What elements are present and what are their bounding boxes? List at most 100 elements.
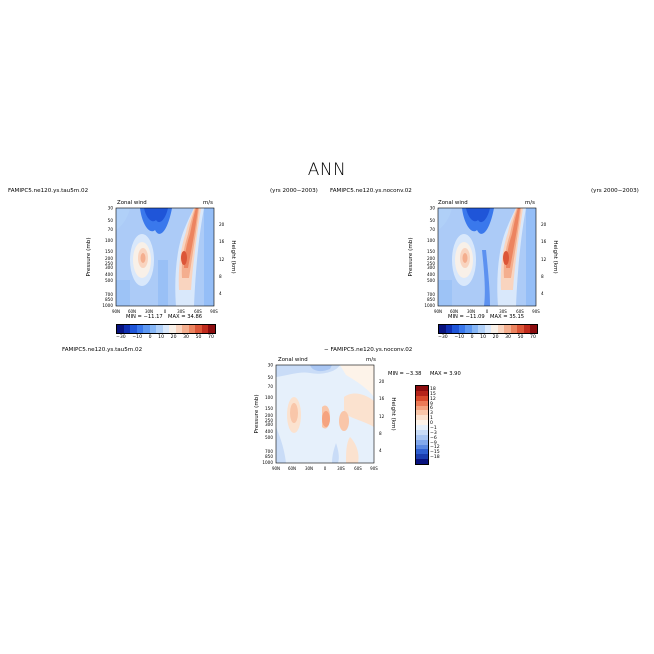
colorbar-label: 70 [530, 335, 536, 340]
x-ticks-left: 90N 60N 30N 0 30S 60S 90S [112, 309, 218, 314]
colorbar-swatch [182, 325, 189, 333]
page-title: ANN [307, 160, 347, 180]
y-tick: 700 [265, 449, 273, 454]
colorbar-swatch [458, 325, 466, 333]
panel-left-svg: 30 50 70 100 150 200 250 300 400 500 700… [86, 206, 236, 315]
colorbar-label: −1 [430, 425, 437, 431]
max-label-left: MAX = 34.86 [168, 314, 203, 320]
colorbar-swatch [523, 325, 531, 333]
colorbar-swatch [169, 325, 176, 333]
x-tick: 60N [288, 466, 296, 471]
colorbar-label: −12 [430, 445, 440, 451]
colorbar-label: −10 [454, 335, 465, 340]
colorbar-swatch [149, 325, 157, 333]
colorbar-label: 12 [430, 396, 436, 402]
colorbar-right [438, 324, 538, 334]
colorbar-diff [415, 385, 429, 465]
x-tick: 60S [194, 309, 202, 314]
colorbar-swatch [504, 325, 511, 333]
colorbar-swatch [130, 325, 137, 333]
colorbar-swatch [416, 395, 428, 401]
y-tick: 50 [430, 218, 436, 223]
case-label-diff-left: FAMIPC5.ne120.ys.tau5m.02 [62, 347, 143, 353]
colorbar-label: 30 [505, 335, 511, 340]
colorbar-left [116, 324, 216, 334]
variable-label-left: Zonal wind [117, 200, 147, 206]
x-tick: 0 [486, 309, 489, 314]
x-tick: 30N [467, 309, 475, 314]
y-axis-title-right-left: Height (km) [230, 240, 236, 273]
y-tick: 400 [105, 272, 113, 277]
y-axis-title-left: Pressure (mb) [86, 237, 92, 276]
x-tick: 90S [210, 309, 218, 314]
colorbar-swatch [416, 400, 428, 406]
colorbar-label: 30 [183, 335, 189, 340]
x-tick: 60S [354, 466, 362, 471]
colorbar-label: 20 [170, 335, 177, 340]
colorbar-swatch [195, 325, 202, 333]
years-label-left: (yrs 2000−2003) [270, 188, 318, 194]
y-ticks-right-panel: 30 50 70 100 150 200 250 300 400 500 700… [424, 206, 435, 309]
y-tick: 400 [427, 272, 435, 277]
y-tick: 400 [265, 429, 273, 434]
colorbar-swatch [416, 405, 428, 411]
y-tick: 850 [427, 297, 435, 302]
y-tick-right: 20 [541, 222, 547, 227]
colorbar-swatch [416, 420, 428, 425]
y-tick: 1000 [102, 303, 113, 308]
x-tick: 60N [450, 309, 458, 314]
units-label-diff: m/s [366, 357, 376, 363]
y-tick: 70 [108, 227, 114, 232]
colorbar-label: −15 [430, 450, 440, 456]
colorbar-label: −30 [116, 335, 126, 340]
colorbar-swatch [416, 410, 428, 416]
colorbar-swatch [491, 325, 498, 333]
colorbar-swatch [471, 325, 479, 333]
colorbar-swatch [416, 454, 428, 460]
colorbar-swatch [416, 390, 428, 396]
colorbar-label: 10 [158, 335, 165, 340]
case-label-left: FAMIPC5.ne120.ys.tau5m.02 [8, 188, 89, 194]
y-tick-right: 8 [219, 274, 222, 279]
y-tick: 300 [427, 265, 435, 270]
colorbar-label: 50 [195, 335, 202, 340]
y-ticks-right-left: 20 16 12 8 4 [219, 222, 225, 296]
colorbar-label: 0 [148, 335, 152, 340]
colorbar-swatch [136, 325, 144, 333]
x-ticks-right: 90N 60N 30N 0 30S 60S 90S [434, 309, 540, 314]
y-tick: 100 [427, 238, 435, 243]
y-tick-right: 12 [219, 257, 225, 262]
colorbar-label: 10 [480, 335, 487, 340]
y-tick: 1000 [262, 460, 273, 465]
y-tick: 100 [265, 395, 273, 400]
colorbar-label: −9 [430, 440, 437, 446]
colorbar-label: 0 [470, 335, 474, 340]
y-ticks-left: 30 50 70 100 150 200 250 300 400 500 700… [102, 206, 113, 309]
x-tick: 30N [145, 309, 153, 314]
units-label-left: m/s [203, 200, 213, 206]
max-label-diff: MAX = 3.90 [430, 371, 461, 377]
y-tick: 200 [105, 256, 113, 261]
x-tick: 90N [112, 309, 120, 314]
colorbar-swatch [143, 325, 150, 333]
y-tick: 70 [268, 384, 274, 389]
heatmap-diff [276, 365, 374, 463]
colorbar-swatch [123, 325, 131, 333]
y-tick-right: 16 [379, 396, 385, 401]
colorbar-swatch [416, 444, 428, 450]
y-tick: 250 [427, 261, 435, 266]
colorbar-swatch [530, 325, 537, 333]
colorbar-label: 15 [430, 391, 436, 397]
heatmap-right [438, 208, 536, 306]
y-tick-right: 4 [541, 291, 544, 296]
min-label-diff: MIN = −3.38 [388, 371, 422, 377]
y-tick: 300 [105, 265, 113, 270]
x-tick: 60S [516, 309, 524, 314]
colorbar-swatch [416, 415, 428, 421]
x-tick: 60N [128, 309, 136, 314]
y-tick: 150 [427, 249, 435, 254]
colorbar-swatch [497, 325, 505, 333]
colorbar-swatch [201, 325, 209, 333]
y-tick-right: 16 [541, 239, 547, 244]
case-label-right: FAMIPC5.ne120.ys.noconv.02 [330, 188, 412, 194]
